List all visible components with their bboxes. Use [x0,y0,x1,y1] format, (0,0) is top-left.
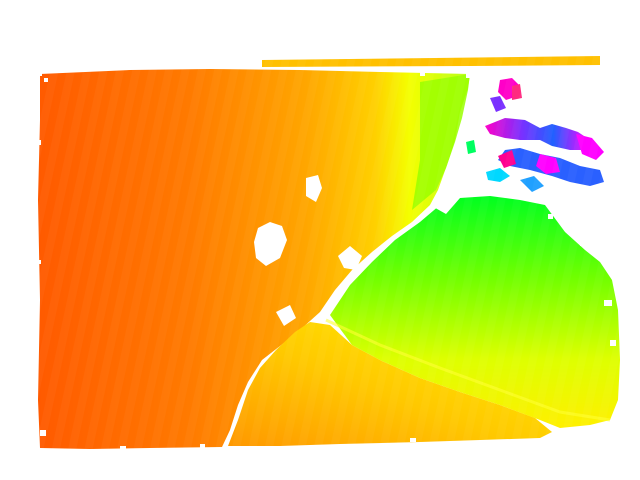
edge-noise [36,70,616,450]
